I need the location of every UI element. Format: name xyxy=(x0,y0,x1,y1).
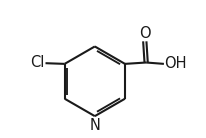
Text: N: N xyxy=(89,118,100,133)
Text: Cl: Cl xyxy=(30,55,44,70)
Text: OH: OH xyxy=(165,56,187,71)
Text: O: O xyxy=(139,26,151,41)
